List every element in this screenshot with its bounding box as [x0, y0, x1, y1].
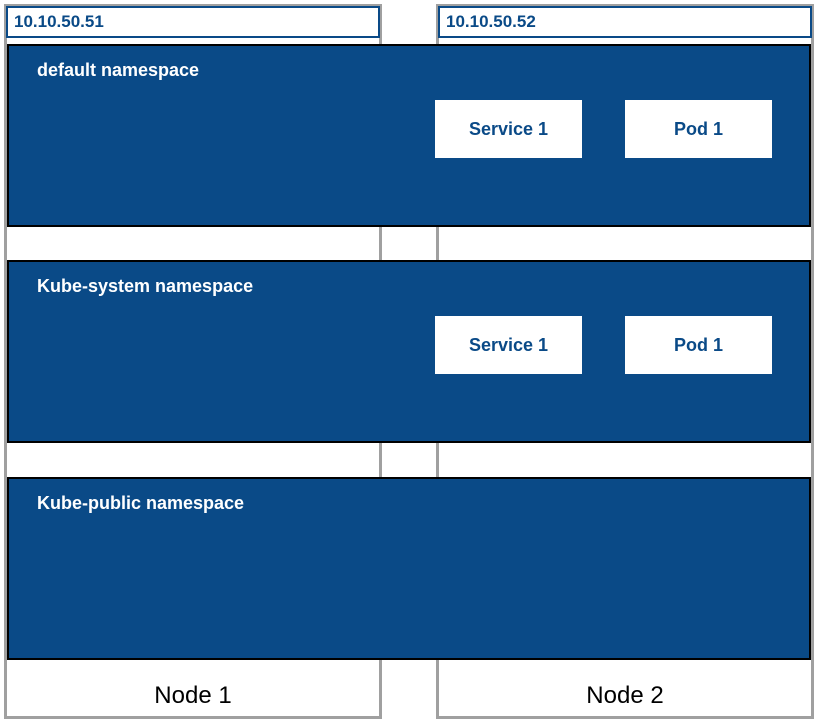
namespace-default: default namespace Service 1 Pod 1 — [7, 44, 811, 227]
namespace-title: Kube-system namespace — [9, 262, 809, 297]
service-box: Service 1 — [435, 100, 582, 158]
node-ip-1: 10.10.50.51 — [6, 6, 380, 38]
namespace-kube-system: Kube-system namespace Service 1 Pod 1 — [7, 260, 811, 443]
kubernetes-diagram: 10.10.50.51 Node 1 10.10.50.52 Node 2 de… — [4, 4, 814, 719]
namespace-title: default namespace — [9, 46, 809, 81]
node-ip-2: 10.10.50.52 — [438, 6, 812, 38]
namespace-kube-public: Kube-public namespace — [7, 477, 811, 660]
node-label-1: Node 1 — [7, 676, 379, 716]
namespace-title: Kube-public namespace — [9, 479, 809, 514]
pod-box: Pod 1 — [625, 100, 772, 158]
node-label-2: Node 2 — [439, 676, 811, 716]
service-box: Service 1 — [435, 316, 582, 374]
pod-box: Pod 1 — [625, 316, 772, 374]
